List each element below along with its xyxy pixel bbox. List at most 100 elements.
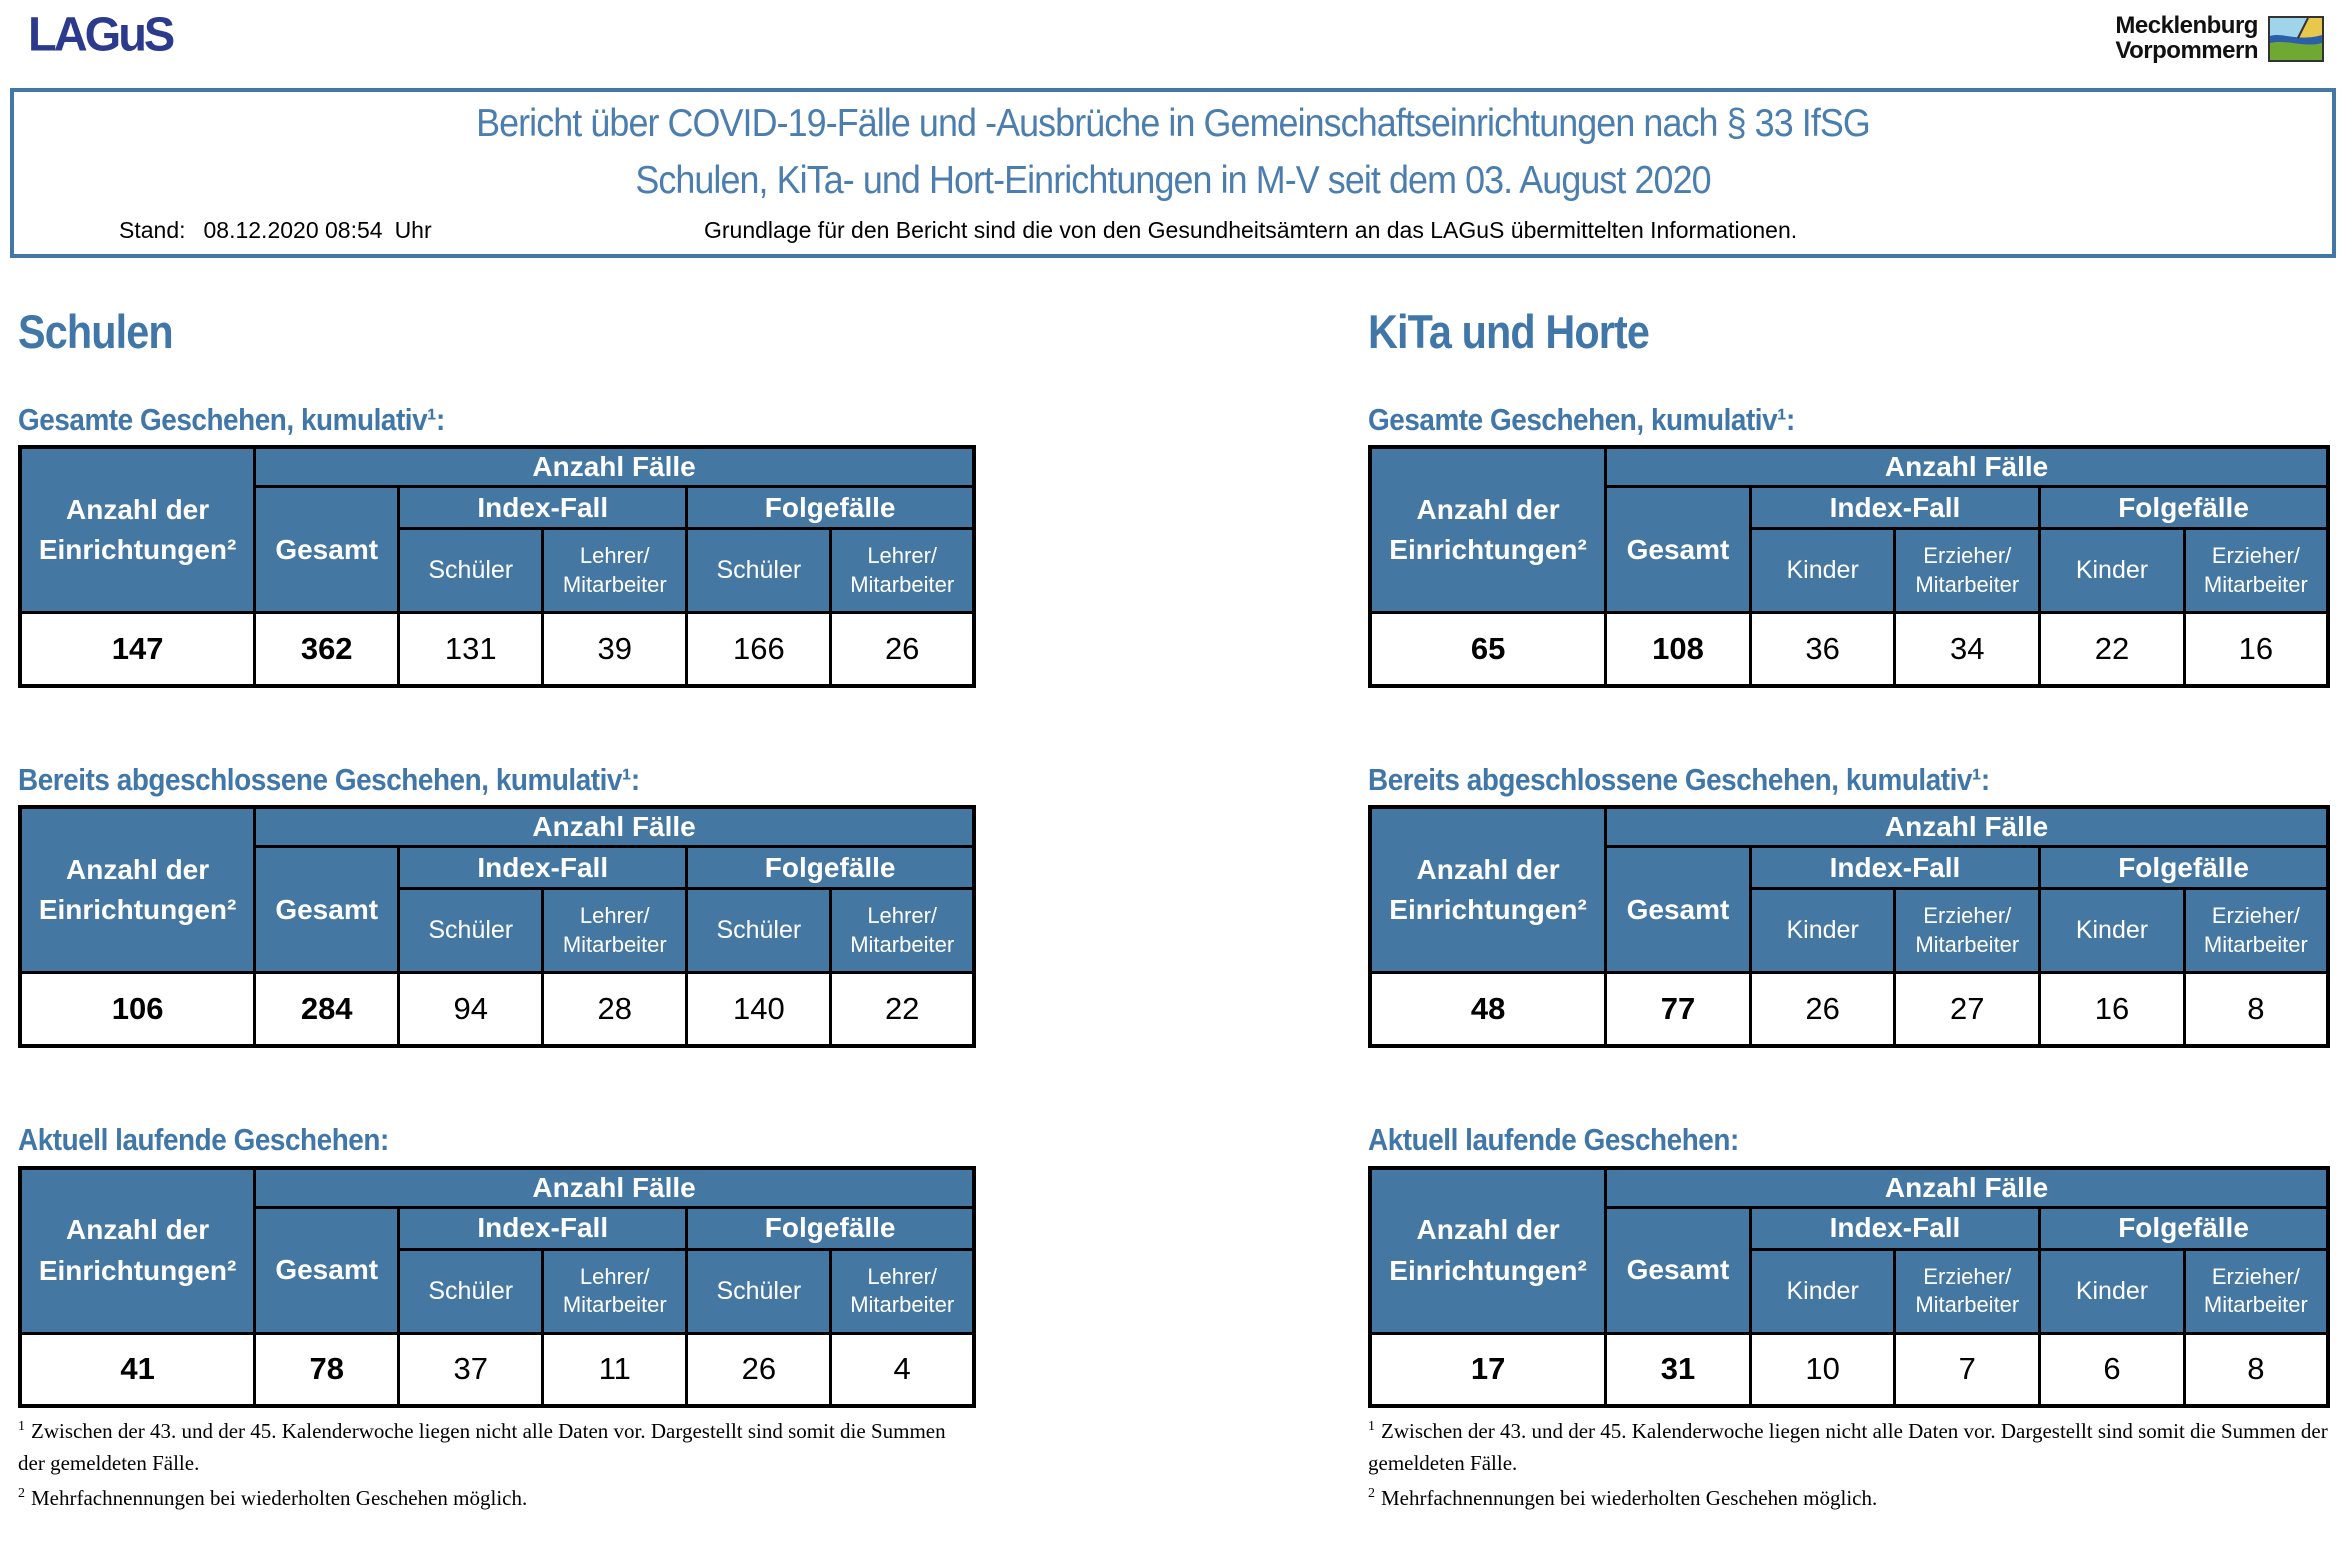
header-anzahl-einrichtungen: Anzahl der Einrichtungen² bbox=[18, 805, 257, 975]
role-b-line2: Mitarbeiter bbox=[850, 571, 955, 597]
footnotes-kita: 1 Zwischen der 43. und der 45. Kalenderwo… bbox=[1368, 1416, 2330, 1515]
header-gesamt: Gesamt bbox=[253, 1205, 401, 1335]
header-folgefaelle: Folgefälle bbox=[2038, 845, 2330, 891]
header-folgefaelle: Folgefälle bbox=[2038, 485, 2330, 531]
header-gesamt: Gesamt bbox=[253, 845, 401, 975]
value-folge-a: 16 bbox=[2038, 971, 2186, 1048]
header-role-b: Erzieher/Mitarbeiter bbox=[2182, 1247, 2330, 1335]
title-box: Bericht über COVID-19-Fälle und -Ausbrüc… bbox=[10, 88, 2336, 258]
value-index-a: 94 bbox=[397, 971, 545, 1048]
subtitle-kita-abgeschlossen: Bereits abgeschlossene Geschehen, kumula… bbox=[1368, 761, 1990, 797]
role-b-line2: Mitarbeiter bbox=[2203, 571, 2308, 597]
header-index-fall: Index-Fall bbox=[1748, 1205, 2042, 1251]
value-folge-a: 6 bbox=[2038, 1331, 2186, 1408]
role-b-line1: Erzieher/ bbox=[1923, 543, 2012, 569]
mv-landscape-logo-icon bbox=[2268, 15, 2324, 62]
value-folge-b: 4 bbox=[829, 1331, 976, 1408]
footnote-1: 1 Zwischen der 43. und der 45. Kalenderwo… bbox=[1368, 1416, 2330, 1479]
value-folge-b: 8 bbox=[2182, 971, 2330, 1048]
value-gesamt: 78 bbox=[253, 1331, 401, 1408]
header-anzahl-faelle: Anzahl Fälle bbox=[1604, 1166, 2330, 1209]
header-role-a: Schüler bbox=[397, 1247, 545, 1335]
role-b-line2: Mitarbeiter bbox=[2203, 1292, 2308, 1318]
header-anzahl-einrichtungen: Anzahl der Einrichtungen² bbox=[1368, 805, 1608, 975]
value-folge-b: 26 bbox=[829, 611, 976, 688]
header-anzahl-faelle: Anzahl Fälle bbox=[253, 445, 976, 489]
header-role-b: Lehrer/Mitarbeiter bbox=[541, 1247, 689, 1335]
header-folgefaelle: Folgefälle bbox=[685, 1205, 976, 1251]
role-b-line1: Lehrer/ bbox=[579, 903, 650, 929]
header-index-fall: Index-Fall bbox=[397, 845, 689, 891]
subtitle-schulen-gesamt: Gesamte Geschehen, kumulativ¹: bbox=[18, 401, 445, 437]
value-index-b: 34 bbox=[1893, 611, 2042, 688]
header-anzahl-faelle: Anzahl Fälle bbox=[1604, 805, 2330, 849]
footnote-2-text: Mehrfachnennungen bei wiederholten Gesch… bbox=[1381, 1486, 1878, 1511]
role-b-line2: Mitarbeiter bbox=[850, 1292, 955, 1318]
header-role-a: Schüler bbox=[685, 527, 833, 615]
role-b-line1: Erzieher/ bbox=[2211, 1263, 2300, 1289]
role-b-line2: Mitarbeiter bbox=[1915, 1292, 2020, 1318]
value-index-b: 27 bbox=[1893, 971, 2042, 1048]
role-b-line1: Lehrer/ bbox=[867, 903, 938, 929]
role-b-line1: Erzieher/ bbox=[1923, 903, 2012, 929]
value-folge-b: 16 bbox=[2182, 611, 2330, 688]
role-b-line2: Mitarbeiter bbox=[562, 571, 667, 597]
value-index-a: 36 bbox=[1748, 611, 1897, 688]
table-schulen-laufend: Anzahl der Einrichtungen² Anzahl Fälle G… bbox=[18, 1165, 976, 1409]
footnotes-schulen: 1 Zwischen der 43. und der 45. Kalenderwo… bbox=[18, 1416, 976, 1515]
header-folgefaelle: Folgefälle bbox=[685, 845, 976, 891]
role-b-line2: Mitarbeiter bbox=[1915, 571, 2020, 597]
role-b-line2: Mitarbeiter bbox=[562, 931, 667, 957]
role-b-line1: Lehrer/ bbox=[579, 1263, 650, 1289]
header-index-fall: Index-Fall bbox=[397, 485, 689, 531]
header-role-b: Erzieher/Mitarbeiter bbox=[2182, 887, 2330, 975]
header-role-a: Schüler bbox=[397, 887, 545, 975]
footnote-2-text: Mehrfachnennungen bei wiederholten Gesch… bbox=[31, 1486, 528, 1511]
value-index-a: 26 bbox=[1748, 971, 1897, 1048]
header-role-b: Erzieher/Mitarbeiter bbox=[2182, 527, 2330, 615]
role-b-line2: Mitarbeiter bbox=[2203, 931, 2308, 957]
section-kita: KiTa und Horte Gesamte Geschehen, kumula… bbox=[1368, 306, 2330, 1519]
table-kita-laufend: Anzahl der Einrichtungen² Anzahl Fälle G… bbox=[1368, 1165, 2330, 1409]
header-gesamt: Gesamt bbox=[1604, 485, 1752, 615]
header-role-a: Schüler bbox=[685, 1247, 833, 1335]
section-heading-schulen: Schulen bbox=[18, 305, 174, 358]
mv-state-name: Mecklenburg Vorpommern bbox=[2115, 12, 2258, 64]
footnote-2-marker: 2 bbox=[18, 1486, 25, 1502]
header-anzahl-faelle: Anzahl Fälle bbox=[253, 1166, 976, 1209]
value-index-a: 131 bbox=[397, 611, 545, 688]
header-anzahl-faelle: Anzahl Fälle bbox=[1604, 445, 2330, 489]
value-folge-a: 166 bbox=[685, 611, 833, 688]
section-heading-kita: KiTa und Horte bbox=[1368, 305, 1650, 358]
header-index-fall: Index-Fall bbox=[1748, 485, 2042, 531]
header-anzahl-einrichtungen: Anzahl der Einrichtungen² bbox=[1368, 445, 1608, 615]
section-schulen: Schulen Gesamte Geschehen, kumulativ¹: A… bbox=[18, 306, 976, 1519]
header-index-fall: Index-Fall bbox=[397, 1205, 689, 1251]
value-gesamt: 108 bbox=[1604, 611, 1752, 688]
mv-text-line2: Vorpommern bbox=[2115, 36, 2258, 64]
footnote-1: 1 Zwischen der 43. und der 45. Kalenderwo… bbox=[18, 1416, 976, 1479]
header-gesamt: Gesamt bbox=[1604, 1205, 1752, 1335]
stand-value: 08.12.2020 08:54 bbox=[203, 217, 383, 243]
value-index-b: 7 bbox=[1893, 1331, 2042, 1408]
header-anzahl-einrichtungen: Anzahl der Einrichtungen² bbox=[18, 445, 257, 615]
role-b-line1: Erzieher/ bbox=[2211, 543, 2300, 569]
value-einrichtungen: 17 bbox=[1368, 1331, 1608, 1408]
header-role-a: Kinder bbox=[2038, 527, 2186, 615]
value-einrichtungen: 65 bbox=[1368, 611, 1608, 688]
value-folge-b: 22 bbox=[829, 971, 976, 1048]
header-role-b: Lehrer/Mitarbeiter bbox=[541, 527, 689, 615]
value-folge-a: 140 bbox=[685, 971, 833, 1048]
subtitle-schulen-abgeschlossen: Bereits abgeschlossene Geschehen, kumula… bbox=[18, 761, 640, 797]
mv-text-line1: Mecklenburg bbox=[2115, 12, 2258, 39]
role-b-line2: Mitarbeiter bbox=[1915, 931, 2020, 957]
subtitle-kita-laufend: Aktuell laufende Geschehen: bbox=[1368, 1121, 1739, 1157]
footnote-1-text: Zwischen der 43. und der 45. Kalenderwoc… bbox=[1368, 1419, 2328, 1475]
value-gesamt: 284 bbox=[253, 971, 401, 1048]
subtitle-schulen-laufend: Aktuell laufende Geschehen: bbox=[18, 1121, 389, 1157]
role-b-line2: Mitarbeiter bbox=[562, 1292, 667, 1318]
value-folge-a: 22 bbox=[2038, 611, 2186, 688]
footnote-2-marker: 2 bbox=[1368, 1486, 1375, 1502]
table-schulen-gesamt: Anzahl der Einrichtungen² Anzahl Fälle G… bbox=[18, 445, 976, 688]
